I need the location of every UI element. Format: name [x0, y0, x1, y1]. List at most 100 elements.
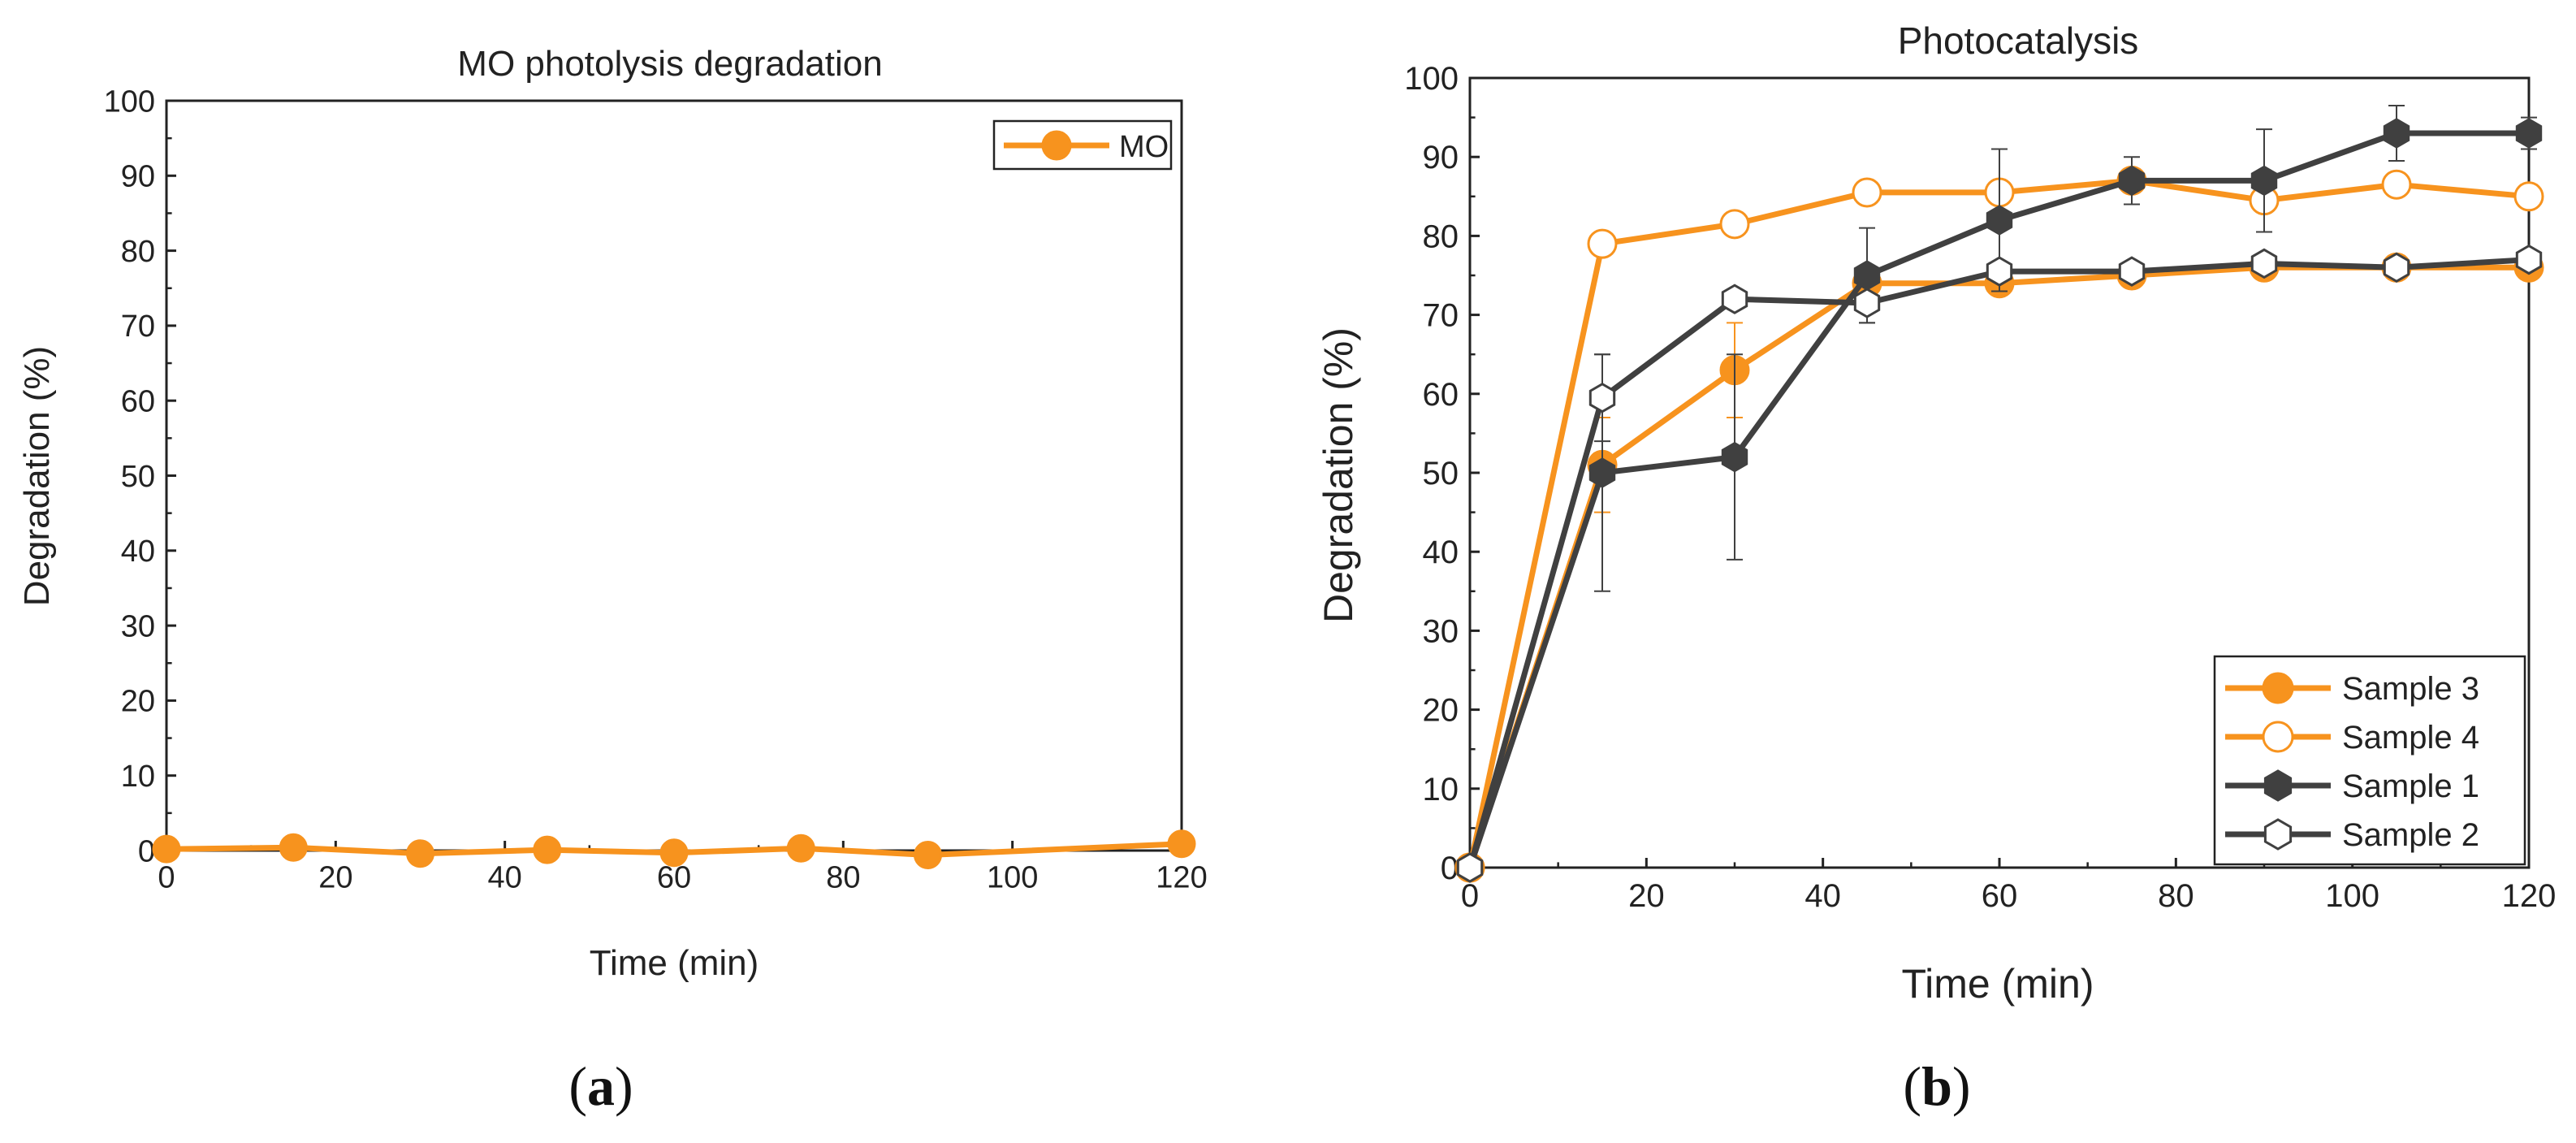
y-tick-label: 70	[1423, 298, 1459, 334]
data-point-sample-2	[1721, 284, 1748, 314]
legend-marker-mo	[1041, 130, 1072, 161]
panel-a-y-axis: 0 10 20 30 40 50 60 70 80 90 100	[104, 84, 176, 868]
y-tick-label: 60	[121, 385, 155, 419]
x-tick-label: 0	[158, 861, 175, 895]
data-point-sample-4	[1852, 177, 1882, 208]
x-tick-label: 40	[1804, 878, 1841, 914]
panel-a-legend: MO	[992, 119, 1173, 171]
x-tick-label: 40	[488, 861, 522, 895]
data-point-sample-2	[2250, 248, 2278, 279]
caption-b-open: (	[1903, 1055, 1921, 1117]
panel-b-x-axis: 0 20 40 60 80 100 120	[1461, 858, 2557, 914]
y-tick-label: 70	[121, 310, 155, 344]
y-tick-label: 80	[1423, 219, 1459, 254]
y-tick-label: 90	[1423, 140, 1459, 175]
data-point-sample-1	[2118, 165, 2146, 197]
panel-b-legend: Sample 3 Sample 4 Sample 1 Sample 2	[2213, 655, 2526, 866]
legend-label-sample-1: Sample 1	[2342, 768, 2479, 804]
data-point-sample-1	[1588, 457, 1616, 488]
data-point-sample-2	[1588, 382, 1616, 413]
x-tick-label: 120	[2502, 878, 2557, 914]
legend-marker-sample-4	[2262, 721, 2294, 753]
x-tick-label: 100	[2325, 878, 2379, 914]
series-sample-1	[1456, 105, 2543, 883]
caption-a-letter: a	[587, 1055, 615, 1117]
y-tick-label: 90	[121, 160, 155, 194]
panel-a-x-axis: 0 20 40 60 80 100 120	[158, 841, 1208, 895]
y-tick-label: 50	[121, 460, 155, 494]
data-point-sample-4	[1587, 228, 1618, 259]
y-tick-label: 100	[1404, 61, 1459, 97]
panel-b-xlabel: Time (min)	[1901, 961, 2094, 1007]
legend-item-sample-2: Sample 2	[2225, 817, 2479, 853]
series-sample-2	[1456, 244, 2543, 883]
legend-label-sample-2: Sample 2	[2342, 817, 2479, 853]
y-tick-label: 20	[1423, 693, 1459, 729]
caption-a-close: )	[615, 1055, 633, 1117]
data-point-mo	[533, 835, 562, 864]
legend-marker-sample-1	[2263, 769, 2293, 802]
data-point-sample-2	[1853, 288, 1881, 318]
panel-b-chart: Photocatalysis 0 10 20 30 40 50 60 70 80 90 100 0 2…	[1316, 19, 2556, 1007]
data-point-mo	[914, 841, 942, 870]
x-tick-label: 20	[318, 861, 352, 895]
data-point-mo	[1167, 829, 1196, 859]
x-tick-label: 100	[987, 861, 1038, 895]
y-tick-label: 10	[121, 760, 155, 794]
data-point-sample-2	[1456, 852, 1484, 883]
y-tick-label: 50	[1423, 456, 1459, 491]
x-tick-label: 20	[1628, 878, 1665, 914]
data-point-mo	[786, 833, 815, 863]
x-tick-label: 120	[1156, 861, 1207, 895]
panel-b-title: Photocatalysis	[1898, 19, 2139, 62]
panel-a-plot-frame	[165, 99, 1183, 852]
legend-item-sample-1: Sample 1	[2225, 768, 2479, 804]
data-point-sample-1	[2250, 165, 2278, 197]
y-tick-label: 0	[1441, 851, 1459, 886]
legend-label-sample-4: Sample 4	[2342, 720, 2479, 756]
y-tick-label: 40	[1423, 535, 1459, 570]
panel-b-ylabel: Degradation (%)	[1316, 327, 1361, 623]
y-tick-label: 0	[138, 834, 155, 868]
x-tick-label: 60	[1982, 878, 2018, 914]
caption-b-letter: b	[1921, 1055, 1952, 1117]
legend-label-mo: MO	[1119, 130, 1169, 164]
x-tick-label: 80	[826, 861, 860, 895]
caption-b: (b)	[1903, 1055, 1970, 1117]
y-tick-label: 40	[121, 535, 155, 569]
panel-b-y-axis: 0 10 20 30 40 50 60 70 80 90 100	[1404, 61, 1480, 886]
data-point-sample-4	[2381, 169, 2412, 200]
data-point-mo	[152, 834, 181, 864]
data-point-sample-4	[2513, 181, 2544, 212]
y-tick-label: 100	[104, 84, 155, 119]
data-point-sample-2	[1986, 256, 2013, 287]
y-tick-label: 60	[1423, 377, 1459, 413]
y-tick-label: 30	[1423, 613, 1459, 649]
data-point-sample-4	[1719, 209, 1750, 240]
data-point-sample-2	[2515, 244, 2543, 275]
data-point-sample-1	[1986, 205, 2013, 236]
y-tick-label: 30	[121, 609, 155, 643]
caption-b-close: )	[1952, 1055, 1971, 1117]
panel-a-title: MO photolysis degradation	[457, 44, 882, 84]
legend-label-sample-3: Sample 3	[2342, 671, 2479, 707]
x-tick-label: 0	[1461, 878, 1479, 914]
y-tick-label: 10	[1423, 772, 1459, 807]
panel-a-ylabel: Degradation (%)	[17, 346, 57, 606]
data-point-mo	[279, 833, 308, 862]
data-point-sample-2	[2383, 252, 2410, 284]
panel-b-series-layer	[1454, 105, 2544, 883]
legend-marker-sample-2	[2263, 818, 2293, 851]
panel-a-chart: MO photolysis degradation 0 10 20 30 40 50 60 7…	[17, 44, 1208, 983]
panel-a-series-layer	[152, 829, 1196, 870]
panel-a-xlabel: Time (min)	[590, 943, 759, 983]
x-tick-label: 80	[2158, 878, 2194, 914]
series-mo	[152, 829, 1196, 870]
series-line-mo	[166, 841, 1182, 858]
data-point-mo	[406, 839, 434, 868]
caption-a-open: (	[568, 1055, 587, 1117]
legend-item-sample-4: Sample 4	[2225, 720, 2479, 756]
legend-item-sample-3: Sample 3	[2225, 671, 2479, 707]
y-tick-label: 80	[121, 235, 155, 269]
